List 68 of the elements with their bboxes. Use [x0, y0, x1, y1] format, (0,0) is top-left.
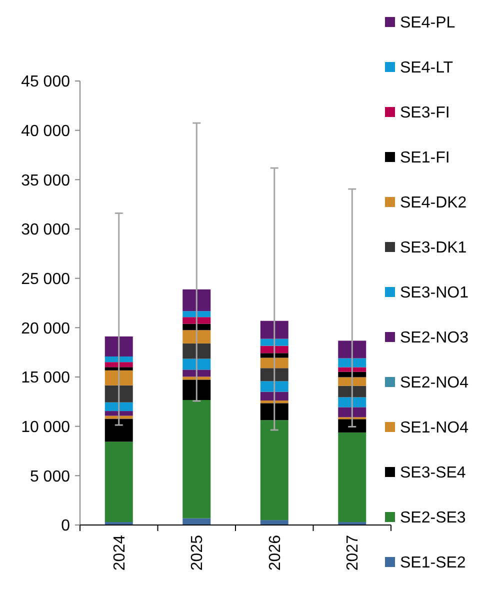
bar — [338, 407, 366, 418]
bar — [338, 340, 366, 358]
y-tick-label: 45 000 — [21, 74, 70, 91]
bar — [182, 376, 211, 380]
y-tick-label: 0 — [61, 518, 70, 535]
y-tick-label: 35 000 — [21, 172, 70, 190]
legend-label: SE3-FI — [400, 104, 450, 122]
legend-label: SE2-SE3 — [400, 510, 466, 527]
y-tick-label: 10 000 — [21, 418, 70, 436]
bar — [104, 356, 133, 362]
x-tick-label: 2024 — [111, 534, 128, 571]
legend-label: SE1-SE2 — [400, 554, 466, 572]
legend-label: SE4-DK2 — [400, 194, 467, 212]
bar — [260, 358, 288, 368]
bar — [338, 377, 366, 386]
bar — [338, 432, 366, 522]
bar — [104, 442, 133, 522]
bar — [260, 381, 288, 392]
bar — [260, 353, 288, 358]
bar — [182, 317, 211, 324]
bar — [338, 397, 366, 408]
bar — [104, 402, 133, 412]
bar — [182, 311, 211, 318]
bar — [104, 367, 133, 370]
legend-label: SE2-NO4 — [400, 374, 469, 392]
bar — [260, 520, 288, 525]
legend-label: SE4-PL — [400, 14, 456, 32]
legend-label: SE3-DK1 — [400, 240, 467, 257]
bar — [182, 330, 211, 344]
bar — [260, 420, 288, 520]
bar — [104, 418, 133, 442]
legend-label: SE2-NO3 — [400, 330, 469, 347]
bar — [182, 358, 211, 370]
x-tick-label: 2026 — [266, 534, 284, 571]
y-tick-label: 5 000 — [30, 468, 70, 486]
x-tick-label: 2025 — [189, 534, 206, 571]
y-tick-label: 40 000 — [21, 122, 70, 140]
bar — [260, 392, 288, 400]
bar — [338, 367, 366, 372]
bar — [182, 370, 211, 377]
bar — [182, 324, 211, 330]
legend-label: SE1-NO4 — [400, 420, 469, 437]
bar — [338, 386, 366, 398]
bar — [338, 419, 366, 432]
bar — [182, 289, 211, 312]
legend-label: SE3-SE4 — [400, 464, 466, 482]
legend-label: SE4-LT — [400, 60, 454, 77]
bar — [182, 380, 211, 400]
x-tick-label: 2027 — [344, 534, 362, 571]
legend-label: SE3-NO1 — [400, 284, 469, 302]
bar — [104, 336, 133, 356]
y-tick-label: 30 000 — [21, 222, 70, 239]
bar — [338, 358, 366, 368]
y-tick-label: 20 000 — [21, 320, 70, 338]
bar — [260, 368, 288, 382]
bar — [182, 343, 211, 359]
bar — [104, 362, 133, 368]
bar — [104, 411, 133, 416]
legend-label: SE1-FI — [400, 150, 450, 167]
bar — [260, 346, 288, 354]
bar — [260, 403, 288, 420]
bar — [260, 338, 288, 346]
bar — [104, 370, 133, 386]
bar — [182, 400, 211, 518]
bar — [260, 320, 288, 339]
bar — [104, 385, 133, 402]
y-tick-label: 25 000 — [21, 270, 70, 288]
y-tick-label: 15 000 — [21, 370, 70, 387]
